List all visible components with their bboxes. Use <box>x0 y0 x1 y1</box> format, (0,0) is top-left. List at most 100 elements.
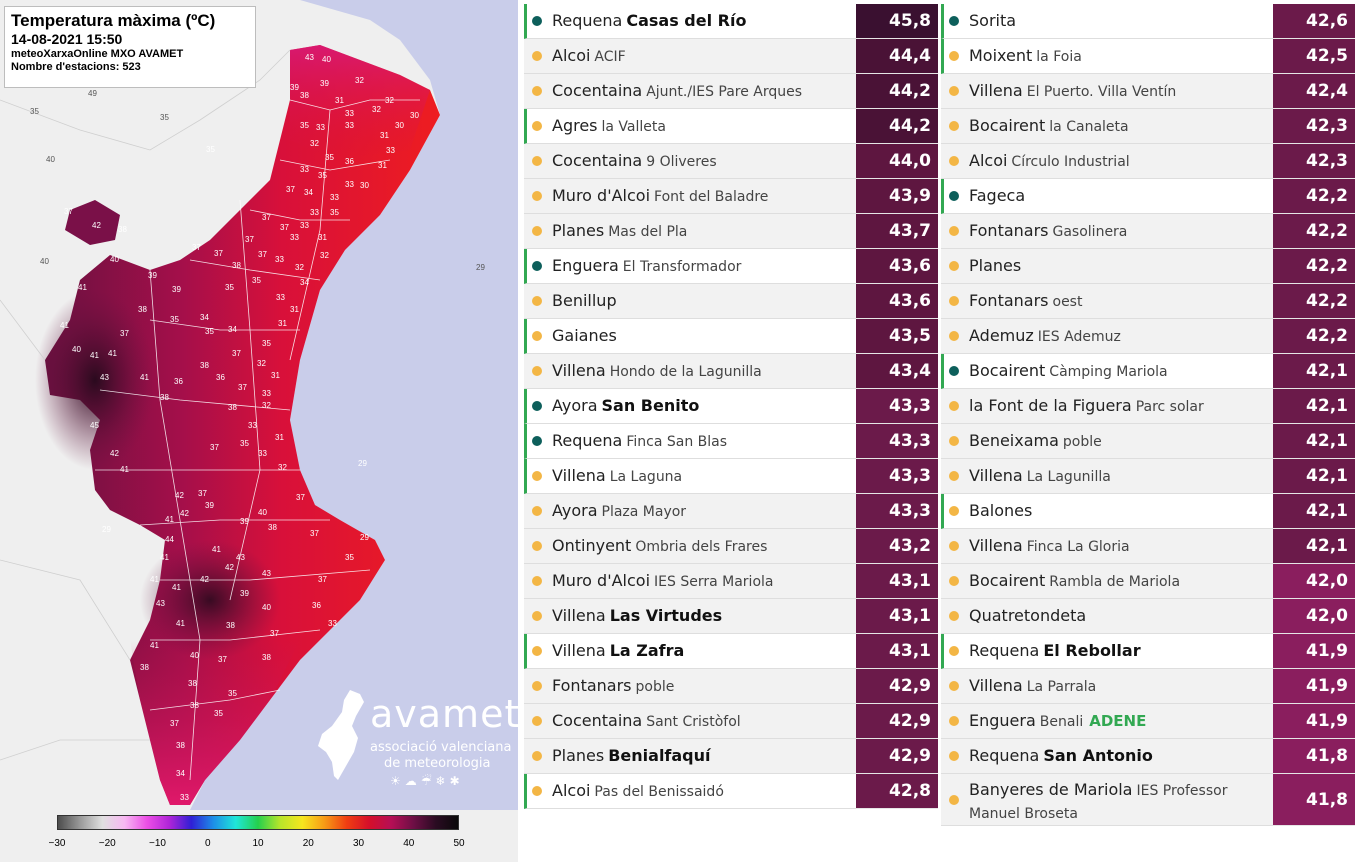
station-row[interactable]: Requena Casas del Río 45,8 <box>524 4 938 39</box>
station-row[interactable]: Alcoi Círculo Industrial 42,3 <box>941 144 1355 179</box>
station-status-dot-icon <box>949 156 959 166</box>
station-row[interactable]: Cocentaina Sant Cristòfol 42,9 <box>524 704 938 739</box>
station-row[interactable]: Bocairent Rambla de Mariola 42,0 <box>941 564 1355 599</box>
hot-area-west <box>35 290 155 470</box>
station-name: Requena Casas del Río <box>552 11 746 31</box>
station-row[interactable]: Villena La Parrala 41,9 <box>941 669 1355 704</box>
temperature-value: 42,1 <box>1273 354 1355 389</box>
station-value-label: 33 <box>316 123 325 132</box>
station-value-label: 33 <box>275 255 284 264</box>
scale-tick-label: 50 <box>453 838 465 849</box>
station-row[interactable]: Requena San Antonio 41,8 <box>941 739 1355 774</box>
municipality: Ademuz <box>969 325 1034 345</box>
station-row[interactable]: Enguera El Transformador 43,6 <box>524 249 938 284</box>
station-value-label: 38 <box>176 741 185 750</box>
station-row[interactable]: Planes Mas del Pla 43,7 <box>524 214 938 249</box>
station-value-label: 41 <box>108 349 117 358</box>
station-status-dot-icon <box>532 611 542 621</box>
station-row[interactable]: Planes 42,2 <box>941 249 1355 284</box>
municipality: Villena <box>552 641 606 660</box>
station-row[interactable]: Ayora Plaza Mayor 43,3 <box>524 494 938 529</box>
station-value-label: 36 <box>174 377 183 386</box>
scale-tick-label: 30 <box>352 838 365 849</box>
station-value-label: 42 <box>175 491 184 500</box>
station-row[interactable]: Balones 42,1 <box>941 494 1355 529</box>
temperature-value: 42,4 <box>1273 74 1355 109</box>
station-label: Círculo Industrial <box>1011 153 1130 170</box>
station-value-label: 49 <box>88 89 97 98</box>
station-label: ACIF <box>594 48 626 65</box>
station-name-cell: Agres la Valleta <box>524 109 856 144</box>
station-value-label: 31 <box>378 161 387 170</box>
station-value-label: 30 <box>410 111 419 120</box>
station-name: Cocentaina Ajunt./IES Pare Arques <box>552 81 802 102</box>
temperature-value: 42,1 <box>1273 389 1355 424</box>
station-row[interactable]: Ayora San Benito 43,3 <box>524 389 938 424</box>
station-value-label: 34 <box>228 325 237 334</box>
temperature-value: 42,2 <box>1273 319 1355 354</box>
station-row[interactable]: Bocairent la Canaleta 42,3 <box>941 109 1355 144</box>
scale-tick-labels: −30 −20 −10 0 10 20 30 40 50 <box>0 838 518 854</box>
municipality: Sorita <box>969 11 1017 30</box>
station-value-label: 38 <box>262 653 271 662</box>
station-row[interactable]: Cocentaina Ajunt./IES Pare Arques 44,2 <box>524 74 938 109</box>
station-row[interactable]: Bocairent Càmping Mariola 42,1 <box>941 354 1355 389</box>
station-row[interactable]: Requena Finca San Blas 43,3 <box>524 424 938 459</box>
station-status-dot-icon <box>949 261 959 271</box>
station-row[interactable]: Ontinyent Ombria dels Frares 43,2 <box>524 529 938 564</box>
municipality: Moixent <box>969 45 1033 65</box>
station-label: San Benito <box>601 396 700 415</box>
station-row[interactable]: Enguera Benali ADENE 41,9 <box>941 704 1355 739</box>
station-value-label: 35 <box>206 145 215 154</box>
station-status-dot-icon <box>949 226 959 236</box>
station-value-label: 38 <box>188 679 197 688</box>
station-label: Plaza Mayor <box>601 503 687 520</box>
station-value-label: 33 <box>310 208 319 217</box>
temperature-value: 44,2 <box>856 109 938 144</box>
station-label: El Transformador <box>622 258 742 275</box>
station-row[interactable]: Alcoi ACIF 44,4 <box>524 39 938 74</box>
station-row[interactable]: Banyeres de Mariola IES Professor Manuel … <box>941 774 1355 826</box>
station-row[interactable]: Fageca 42,2 <box>941 179 1355 214</box>
station-row[interactable]: Villena El Puerto. Villa Ventín 42,4 <box>941 74 1355 109</box>
station-row[interactable]: la Font de la Figuera Parc solar 42,1 <box>941 389 1355 424</box>
station-row[interactable]: Ademuz IES Ademuz 42,2 <box>941 319 1355 354</box>
station-row[interactable]: Planes Benialfaquí 42,9 <box>524 739 938 774</box>
station-row[interactable]: Agres la Valleta 44,2 <box>524 109 938 144</box>
station-row[interactable]: Beneixama poble 42,1 <box>941 424 1355 459</box>
station-value-label: 33 <box>345 121 354 130</box>
station-row[interactable]: Villena La Zafra 43,1 <box>524 634 938 669</box>
station-row[interactable]: Villena Las Virtudes 43,1 <box>524 599 938 634</box>
station-row[interactable]: Villena Hondo de la Lagunilla 43,4 <box>524 354 938 389</box>
station-value-label: 31 <box>271 371 280 380</box>
station-row[interactable]: Benillup 43,6 <box>524 284 938 319</box>
station-row[interactable]: Villena La Lagunilla 42,1 <box>941 459 1355 494</box>
station-name: Beneixama poble <box>969 431 1102 452</box>
station-row[interactable]: Villena Finca La Gloria 42,1 <box>941 529 1355 564</box>
temperature-value: 43,5 <box>856 319 938 354</box>
station-name-cell: Balones <box>941 494 1273 529</box>
station-row[interactable]: Requena El Rebollar 41,9 <box>941 634 1355 669</box>
station-status-dot-icon <box>532 576 542 586</box>
station-status-dot-icon <box>532 646 542 656</box>
station-row[interactable]: Muro d'Alcoi Font del Baladre 43,9 <box>524 179 938 214</box>
station-row[interactable]: Moixent la Foia 42,5 <box>941 39 1355 74</box>
station-status-dot-icon <box>949 681 959 691</box>
station-row[interactable]: Sorita 42,6 <box>941 4 1355 39</box>
station-row[interactable]: Fontanars poble 42,9 <box>524 669 938 704</box>
temperature-value: 43,1 <box>856 599 938 634</box>
station-row[interactable]: Gaianes 43,5 <box>524 319 938 354</box>
station-row[interactable]: Quatretondeta 42,0 <box>941 599 1355 634</box>
municipality: Gaianes <box>552 326 617 345</box>
station-row[interactable]: Cocentaina 9 Oliveres 44,0 <box>524 144 938 179</box>
station-row[interactable]: Fontanars oest 42,2 <box>941 284 1355 319</box>
station-name: Ademuz IES Ademuz <box>969 326 1121 347</box>
station-name-cell: Cocentaina 9 Oliveres <box>524 144 856 179</box>
station-value-label: 37 <box>64 207 73 216</box>
station-row[interactable]: Villena La Laguna 43,3 <box>524 459 938 494</box>
municipality: Cocentaina <box>552 710 643 730</box>
scale-tick-label: −10 <box>149 838 166 849</box>
station-row[interactable]: Alcoi Pas del Benissaidó 42,8 <box>524 774 938 809</box>
station-row[interactable]: Fontanars Gasolinera 42,2 <box>941 214 1355 249</box>
station-row[interactable]: Muro d'Alcoi IES Serra Mariola 43,1 <box>524 564 938 599</box>
